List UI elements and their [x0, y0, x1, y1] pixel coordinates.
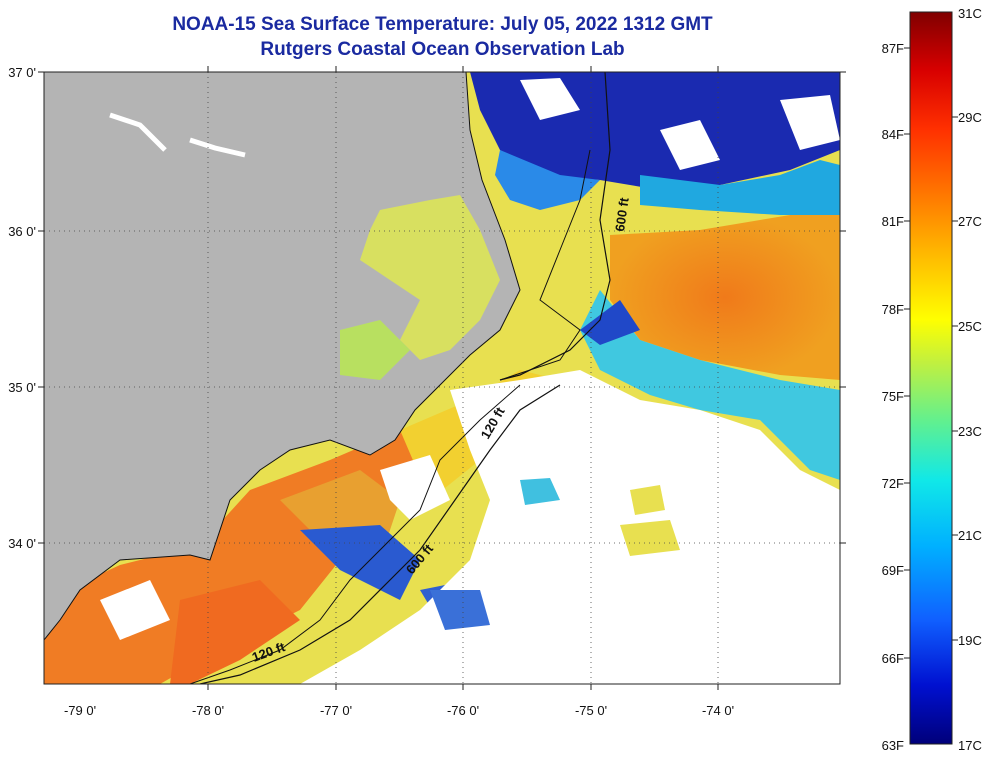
- cloud-small: [380, 455, 450, 520]
- colorbar-f-label: 81F: [882, 214, 904, 229]
- colorbar-c-label: 29C: [958, 110, 982, 125]
- cloud-cover: [300, 370, 840, 684]
- colorbar-c-label: 21C: [958, 528, 982, 543]
- map-title: NOAA-15 Sea Surface Temperature: July 05…: [172, 14, 713, 35]
- isobath-120-north: [499, 149, 591, 381]
- map-frame: [43, 71, 841, 685]
- colorbar-c-label: 27C: [958, 214, 982, 229]
- cloud-ne-3: [780, 95, 840, 150]
- sst-patch-1: [630, 485, 665, 515]
- sst-patch-2: [520, 478, 560, 505]
- colorbar-c-label: 23C: [958, 424, 982, 439]
- map-ticks: [38, 66, 846, 690]
- cool-eddy: [580, 290, 840, 480]
- lon-label-75: -75 0': [575, 703, 607, 718]
- warm-patch: [170, 580, 300, 684]
- warm-offshore: [610, 215, 840, 380]
- isobath-label-600-north: 600 ft: [612, 196, 632, 232]
- lat-label-36: 36 0': [8, 224, 36, 239]
- cloud-ne-1: [520, 78, 580, 120]
- map-subtitle: Rutgers Coastal Ocean Observation Lab: [260, 39, 625, 60]
- lon-label-79: -79 0': [64, 703, 96, 718]
- lon-label-74: -74 0': [702, 703, 734, 718]
- colorbar-f-label: 87F: [882, 41, 904, 56]
- cool-band: [640, 160, 840, 215]
- cold-upwelling: [300, 525, 420, 600]
- coastline: [44, 72, 521, 641]
- cold-filament: [580, 300, 640, 345]
- sst-patch-3: [620, 520, 680, 556]
- isobath-120-south: [189, 384, 521, 684]
- isobath-600-south: [199, 384, 561, 684]
- inland-lake-1: [109, 112, 167, 152]
- sound-west: [340, 320, 410, 380]
- colorbar-f-label: 66F: [882, 651, 904, 666]
- lon-label-77: -77 0': [320, 703, 352, 718]
- cloud-sw: [100, 580, 170, 640]
- lon-label-76: -76 0': [447, 703, 479, 718]
- colorbar-c-label: 25C: [958, 319, 982, 334]
- lat-label-35: 35 0': [8, 380, 36, 395]
- pamlico-sound: [360, 195, 500, 360]
- colorbar-f-label: 78F: [882, 302, 904, 317]
- colorbar-ticks-f: [904, 47, 910, 659]
- sst-map: 600 ft 120 ft 600 ft 120 ft: [44, 72, 840, 684]
- colorbar-f-label: 84F: [882, 127, 904, 142]
- colorbar-f-label: 72F: [882, 476, 904, 491]
- colorbar-c-label: 17C: [958, 738, 982, 753]
- cold-water-edge: [495, 150, 600, 210]
- inland-lake-2: [189, 137, 246, 158]
- lon-label-78: -78 0': [192, 703, 224, 718]
- sst-patch-4: [430, 590, 490, 630]
- cloud-ne-2: [660, 120, 720, 170]
- lat-label-34: 34 0': [8, 536, 36, 551]
- colorbar: [909, 11, 953, 745]
- colorbar-c-label: 31C: [958, 6, 982, 21]
- lat-label-37: 37 0': [8, 65, 36, 80]
- graticule: [44, 72, 840, 684]
- colorbar-c-label: 19C: [958, 633, 982, 648]
- colorbar-ticks-c: [952, 116, 958, 641]
- colorbar-f-label: 75F: [882, 389, 904, 404]
- colorbar-f-label: 63F: [882, 738, 904, 753]
- colorbar-f-label: 69F: [882, 563, 904, 578]
